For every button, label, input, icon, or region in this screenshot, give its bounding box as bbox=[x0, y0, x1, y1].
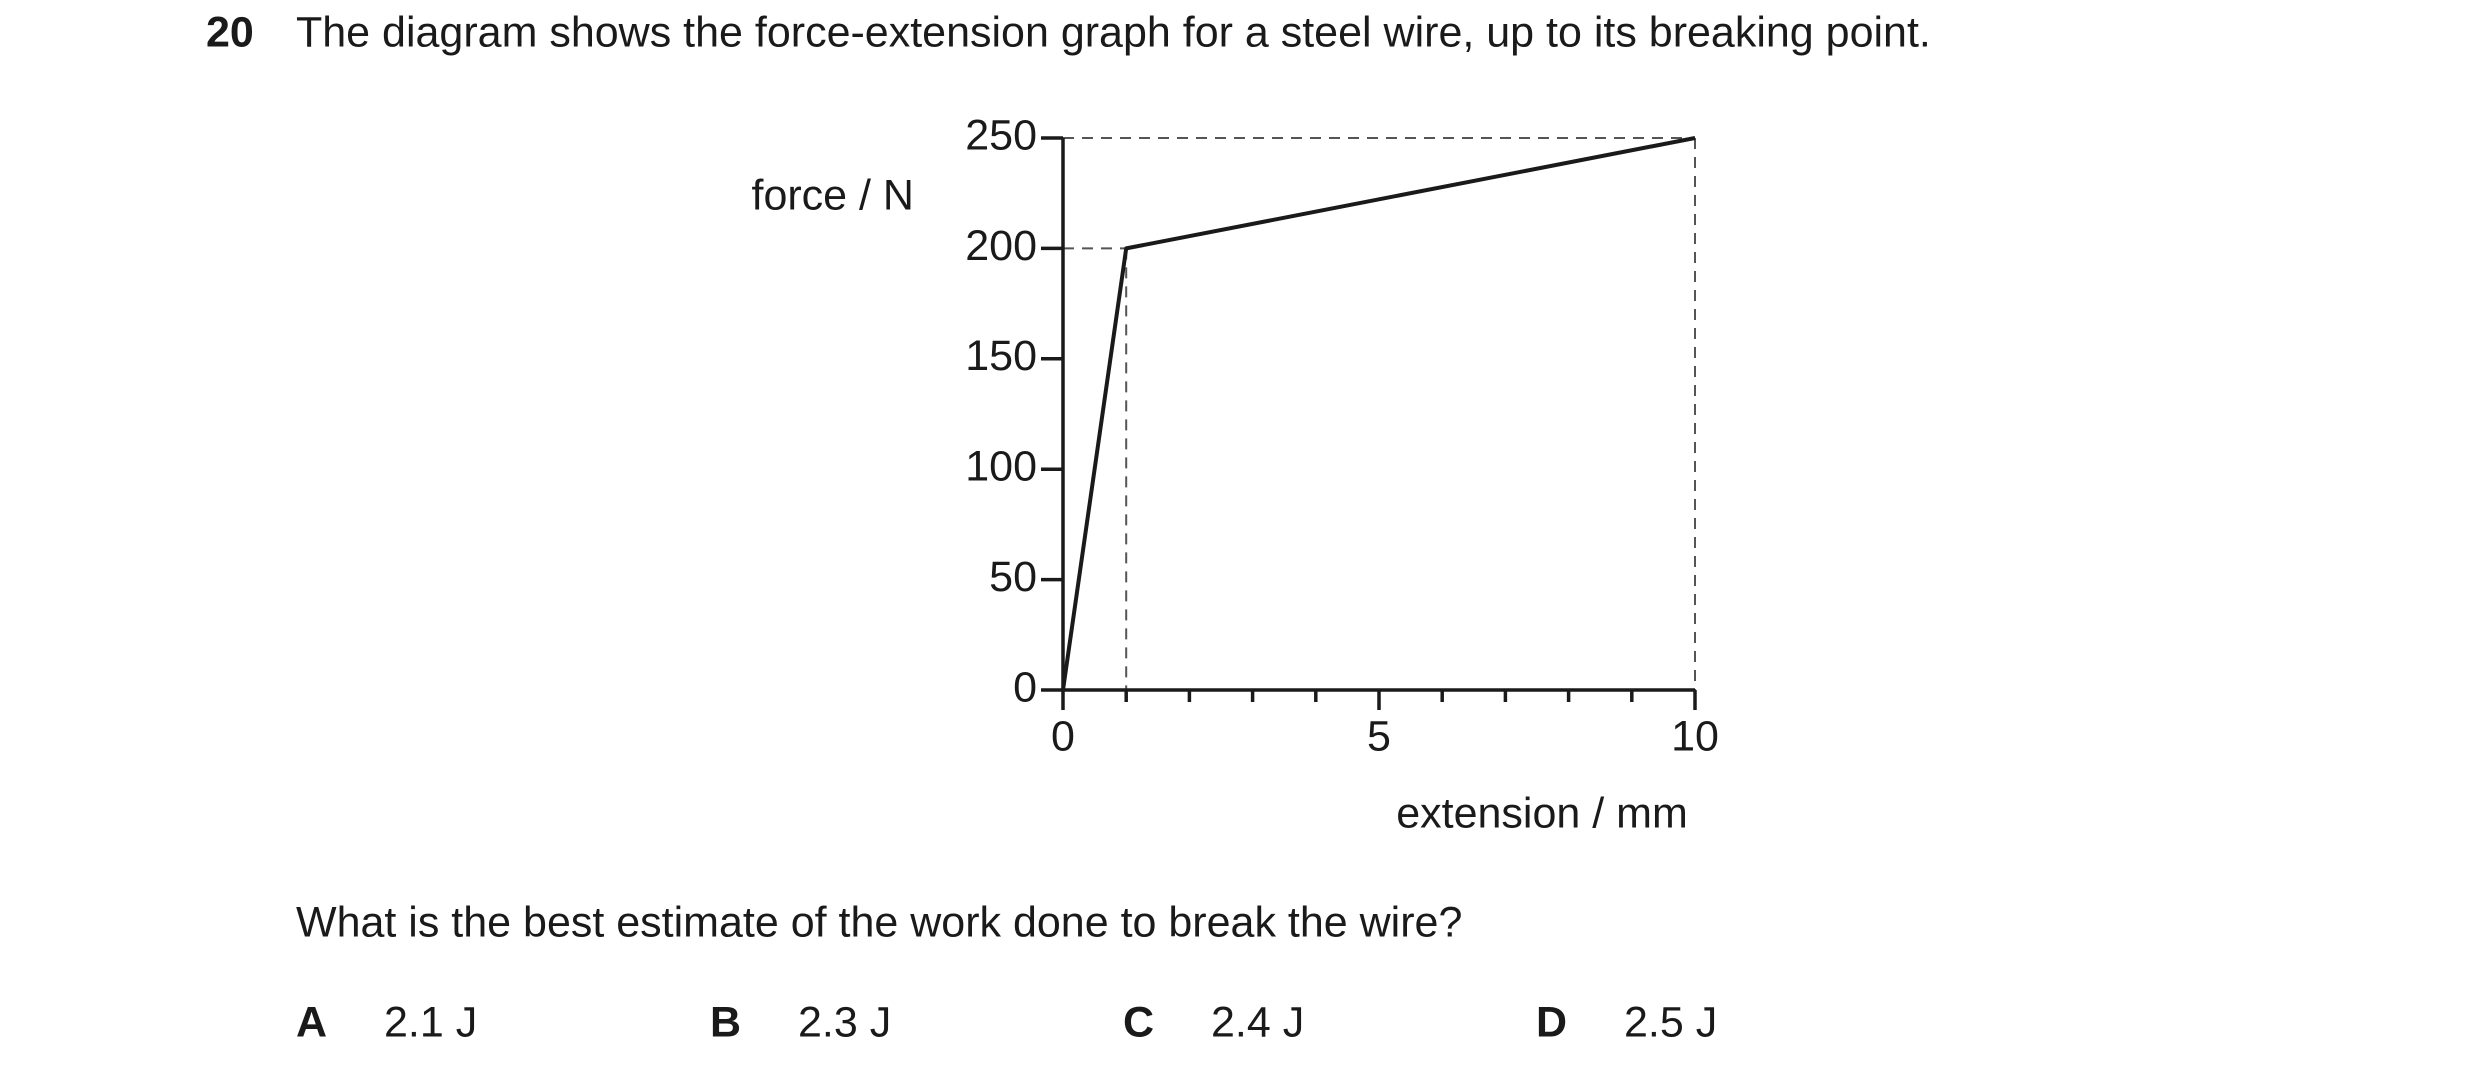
option-letter: D bbox=[1536, 998, 1567, 1046]
data-line bbox=[1061, 136, 1696, 691]
y-tick-label: 50 bbox=[989, 553, 1037, 601]
option-text: 2.5 J bbox=[1624, 998, 1717, 1046]
option-text: 2.3 J bbox=[798, 998, 891, 1046]
y-axis-label: force / N bbox=[752, 171, 915, 219]
option-text: 2.1 J bbox=[384, 998, 477, 1046]
y-tick-label: 150 bbox=[965, 332, 1037, 380]
option-letter: A bbox=[296, 998, 327, 1046]
x-tick-label: 5 bbox=[1367, 712, 1391, 760]
question-number: 20 bbox=[206, 8, 254, 56]
x-tick-label: 0 bbox=[1051, 712, 1075, 760]
y-tick-label: 250 bbox=[965, 111, 1037, 159]
question-text: The diagram shows the force-extension gr… bbox=[296, 8, 1931, 56]
x-tick-label: 10 bbox=[1671, 712, 1719, 760]
y-tick-label: 200 bbox=[965, 222, 1037, 270]
y-tick-label: 0 bbox=[1013, 663, 1037, 711]
option-letter: B bbox=[710, 998, 741, 1046]
option-text: 2.4 J bbox=[1211, 998, 1304, 1046]
option-letter: C bbox=[1123, 998, 1154, 1046]
prompt: What is the best estimate of the work do… bbox=[296, 898, 1462, 946]
y-tick-label: 100 bbox=[965, 443, 1037, 491]
x-axis-label: extension / mm bbox=[1396, 789, 1688, 837]
